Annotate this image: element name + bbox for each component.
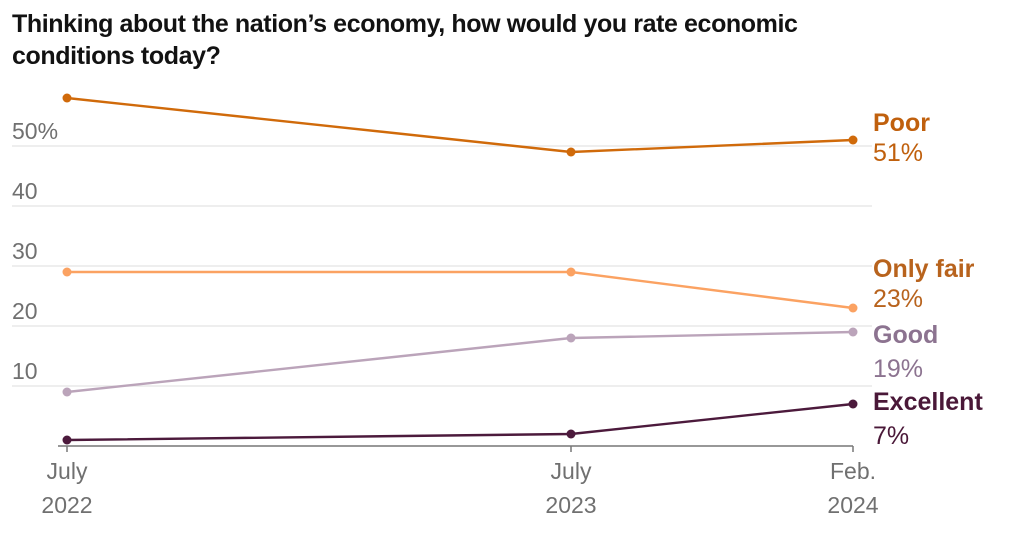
data-point-only-fair [848,303,858,313]
series-line-poor [66,96,854,154]
x-tick-label: 2023 [545,492,596,518]
y-tick-label: 30 [12,238,38,264]
x-tick-label: 2024 [827,492,878,518]
data-point-good [62,387,72,397]
series-value-poor: 51% [873,139,923,167]
data-point-excellent [848,399,858,409]
data-point-poor [848,135,858,145]
data-point-only-fair [62,267,72,277]
x-axis: July 2022 July 2023 Feb. 2024 [41,445,879,518]
series-lines [62,93,858,445]
y-tick-label: 20 [12,298,38,324]
series-value-only-fair: 23% [873,285,923,313]
data-point-good [566,333,576,343]
series-line-only-fair [67,270,854,310]
series-label-only-fair: Only fair [873,255,975,283]
data-point-excellent [62,435,72,445]
series-label-good: Good [873,321,938,349]
data-point-excellent [566,429,576,439]
x-tick-label: July [47,458,88,484]
series-line-good [66,330,854,394]
data-point-only-fair [566,267,576,277]
y-tick-label: 50% [12,118,58,144]
series-label-excellent: Excellent [873,388,983,416]
series-label-poor: Poor [873,109,930,137]
series-line-excellent [66,402,854,442]
data-point-poor [62,93,72,103]
y-tick-label: 40 [12,178,38,204]
series-value-good: 19% [873,355,923,383]
x-tick-label: Feb. [830,458,876,484]
y-axis-ticks: 10 20 30 40 50% [12,118,58,384]
data-point-good [848,327,858,337]
gridlines [12,145,872,387]
chart-title: Thinking about the nation’s economy, how… [12,10,798,70]
y-tick-label: 10 [12,358,38,384]
data-point-poor [566,147,576,157]
x-tick-label: 2022 [41,492,92,518]
series-value-excellent: 7% [873,422,909,450]
x-tick-label: July [551,458,592,484]
